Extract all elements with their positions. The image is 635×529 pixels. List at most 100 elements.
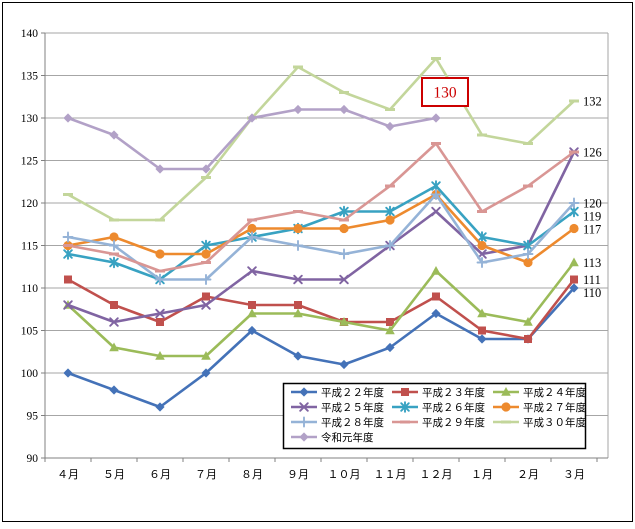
marker-h25 — [201, 300, 211, 310]
marker-h23 — [156, 318, 164, 326]
x-axis-label: １月 — [471, 469, 493, 481]
marker-h22 — [477, 334, 487, 344]
marker-h22 — [431, 308, 441, 319]
series-line-h24 — [66, 261, 576, 358]
figure-border — [2, 2, 633, 522]
marker-h25 — [293, 274, 303, 285]
marker-h22 — [155, 402, 165, 412]
marker-h27 — [339, 223, 349, 234]
legend-marker-h22 — [299, 387, 309, 397]
legend-label: 平成２７年度 — [523, 401, 586, 414]
marker-h22 — [293, 351, 303, 361]
y-axis-label: 110 — [21, 283, 38, 295]
marker-r1 — [109, 130, 119, 140]
x-axis-label: ２月 — [517, 469, 539, 481]
end-label: 126 — [583, 146, 602, 160]
series-line-h23 — [66, 278, 576, 341]
series-line-h22 — [66, 286, 576, 409]
y-axis-label: 125 — [21, 156, 39, 168]
series-line-h27 — [66, 193, 576, 264]
legend-marker-h24 — [501, 387, 511, 396]
marker-h23 — [248, 301, 256, 309]
marker-r1 — [339, 104, 349, 115]
series-h29 — [63, 142, 579, 273]
legend-marker-h27 — [501, 402, 511, 412]
y-axis-label: 105 — [21, 326, 39, 338]
legend-item-h22: 平成２２年度 — [291, 386, 384, 399]
legend-marker-r1 — [299, 432, 309, 442]
marker-h24 — [201, 351, 211, 360]
legend-label: 平成２５年度 — [321, 401, 384, 414]
x-axis-label: ９月 — [287, 469, 309, 481]
marker-h27 — [247, 223, 257, 234]
x-axis-label: １１月 — [374, 469, 407, 481]
marker-h25 — [339, 274, 349, 285]
marker-h24 — [477, 308, 487, 318]
series-h24 — [63, 257, 579, 360]
marker-h25 — [109, 317, 119, 327]
legend-item-h30: 平成３０年度 — [493, 416, 586, 429]
marker-r1 — [155, 164, 165, 174]
marker-h25 — [63, 300, 73, 310]
legend-item-h25: 平成２５年度 — [291, 401, 384, 414]
series-h30 — [63, 57, 579, 222]
marker-h23 — [432, 292, 440, 301]
legend-box — [282, 382, 587, 450]
x-axis-label: １２月 — [420, 469, 453, 481]
marker-h25 — [247, 266, 257, 276]
marker-h22 — [109, 385, 119, 395]
gridlines: 90 95 100 105 110 115 120 125 130 135 140 — [21, 28, 608, 465]
series-h23 — [64, 275, 578, 343]
marker-h24 — [155, 351, 165, 360]
marker-h27 — [477, 240, 487, 251]
x-axis-label: ３月 — [563, 469, 585, 481]
legend-label: 平成２４年度 — [523, 386, 586, 399]
marker-h24 — [523, 317, 533, 326]
y-axis-label: 95 — [27, 411, 39, 423]
x-axis-label: ７月 — [195, 469, 217, 481]
marker-h24 — [247, 308, 257, 318]
marker-h25 — [155, 308, 165, 319]
marker-r1 — [201, 164, 211, 174]
marker-h22 — [385, 342, 395, 353]
marker-h22 — [201, 368, 211, 378]
annotation-box — [421, 77, 469, 107]
marker-h22 — [339, 359, 349, 370]
series-line-h28 — [66, 193, 576, 281]
marker-h22 — [569, 283, 579, 293]
legend-label: 平成２８年度 — [321, 416, 384, 429]
end-label: 132 — [583, 95, 602, 109]
series-h28 — [62, 189, 580, 285]
legend-item-h24: 平成２４年度 — [493, 386, 586, 399]
marker-h27 — [201, 249, 211, 259]
legend-marker-h23 — [401, 388, 409, 396]
x-axis-label: ４月 — [57, 469, 79, 481]
legend-label: 平成３０年度 — [523, 416, 586, 429]
marker-h24 — [385, 325, 395, 335]
end-label: 111 — [583, 273, 601, 287]
legend-item-h23: 平成２３年度 — [392, 386, 485, 399]
x-axis-label: ５月 — [103, 469, 125, 481]
y-axis-label: 100 — [21, 368, 39, 380]
series-line-h26 — [66, 184, 576, 281]
legend-label: 平成２９年度 — [422, 416, 485, 429]
marker-h27 — [155, 249, 165, 259]
series-r1 — [63, 104, 441, 174]
y-axis-label: 120 — [21, 198, 39, 210]
marker-h24 — [569, 257, 579, 267]
marker-h27 — [523, 257, 533, 268]
end-label: 113 — [583, 256, 601, 270]
series-line-h30 — [66, 57, 576, 222]
annotation-130: 130 — [421, 77, 469, 107]
marker-h23 — [110, 301, 118, 309]
legend-label: 令和元年度 — [321, 431, 374, 444]
series-h26 — [63, 180, 579, 286]
end-label: 119 — [583, 210, 601, 224]
marker-h24 — [109, 342, 119, 352]
marker-h24 — [431, 266, 441, 275]
marker-h25 — [431, 206, 441, 217]
y-axis-label: 135 — [21, 71, 39, 83]
marker-h22 — [247, 325, 257, 336]
x-axis-label: ８月 — [241, 469, 263, 481]
